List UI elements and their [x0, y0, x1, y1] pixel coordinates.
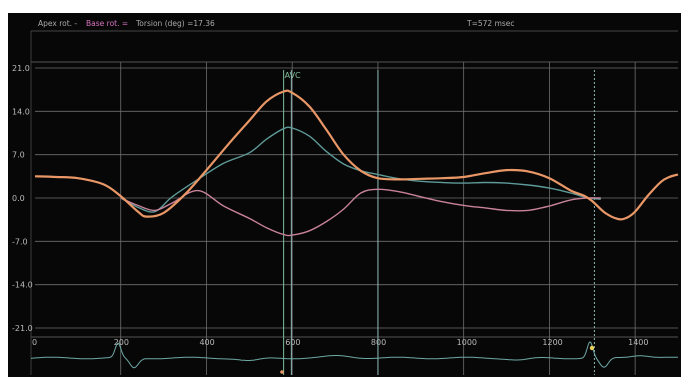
- x-tick-label: 1200: [542, 338, 562, 347]
- y-tick-label: 21.0: [12, 64, 30, 73]
- y-tick-label: 0.0: [12, 194, 25, 203]
- x-tick-label: 1000: [457, 338, 477, 347]
- y-tick-label: -21.0: [12, 324, 33, 333]
- ecg-cursor-dot: [280, 370, 284, 374]
- x-tick-label: 1400: [628, 338, 648, 347]
- y-tick-label: 7.0: [12, 151, 25, 160]
- time-readout: T=572 msec: [467, 19, 515, 28]
- y-tick-label: -14.0: [12, 281, 33, 290]
- time-readout-label: T=572 msec: [467, 19, 515, 28]
- x-tick-label: 800: [371, 338, 386, 347]
- legend-torsion: Torsion (deg) =17.36: [136, 19, 215, 28]
- legend-apex-label: Apex rot. -: [38, 19, 78, 28]
- x-tick-label: 600: [285, 338, 300, 347]
- y-tick-label: 14.0: [12, 107, 30, 116]
- legend-apex: Apex rot. -: [38, 19, 77, 28]
- series-line-torsion: [34, 89, 679, 221]
- series-line-base: [120, 188, 601, 237]
- avc-label: AVC: [285, 71, 301, 80]
- legend-torsion-label: Torsion (deg) =17.36: [136, 19, 215, 28]
- x-tick-label: 0: [32, 338, 37, 347]
- ecg-trace: [30, 341, 679, 369]
- legend-base: Base rot. =: [86, 19, 128, 28]
- x-tick-label: 400: [199, 338, 214, 347]
- x-tick-label: 200: [114, 338, 129, 347]
- y-tick-label: -7.0: [12, 237, 28, 246]
- ecg-marker-dot: [589, 345, 595, 351]
- legend-base-label: Base rot. =: [86, 19, 129, 28]
